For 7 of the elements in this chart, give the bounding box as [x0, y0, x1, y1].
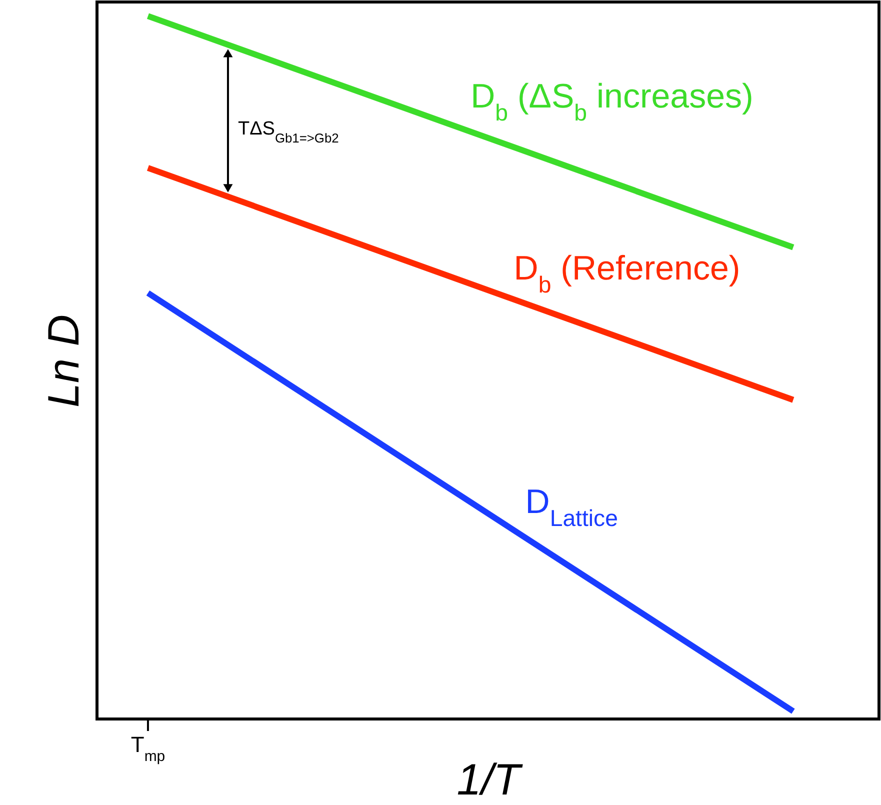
- annotation: TΔS$_{Gb1=>Gb2}$: [238, 118, 339, 146]
- x-axis-title: 1/T: [456, 756, 524, 804]
- series-label: D$_{b}$ (Reference): [514, 249, 740, 298]
- text: T$_{mp}$: [130, 732, 166, 764]
- series-label: D$_{Lattice}$: [525, 483, 618, 532]
- series-label: D$_{b}$ (ΔS$_{b}$ increases): [470, 78, 754, 126]
- y-axis-title: Ln D: [40, 314, 88, 408]
